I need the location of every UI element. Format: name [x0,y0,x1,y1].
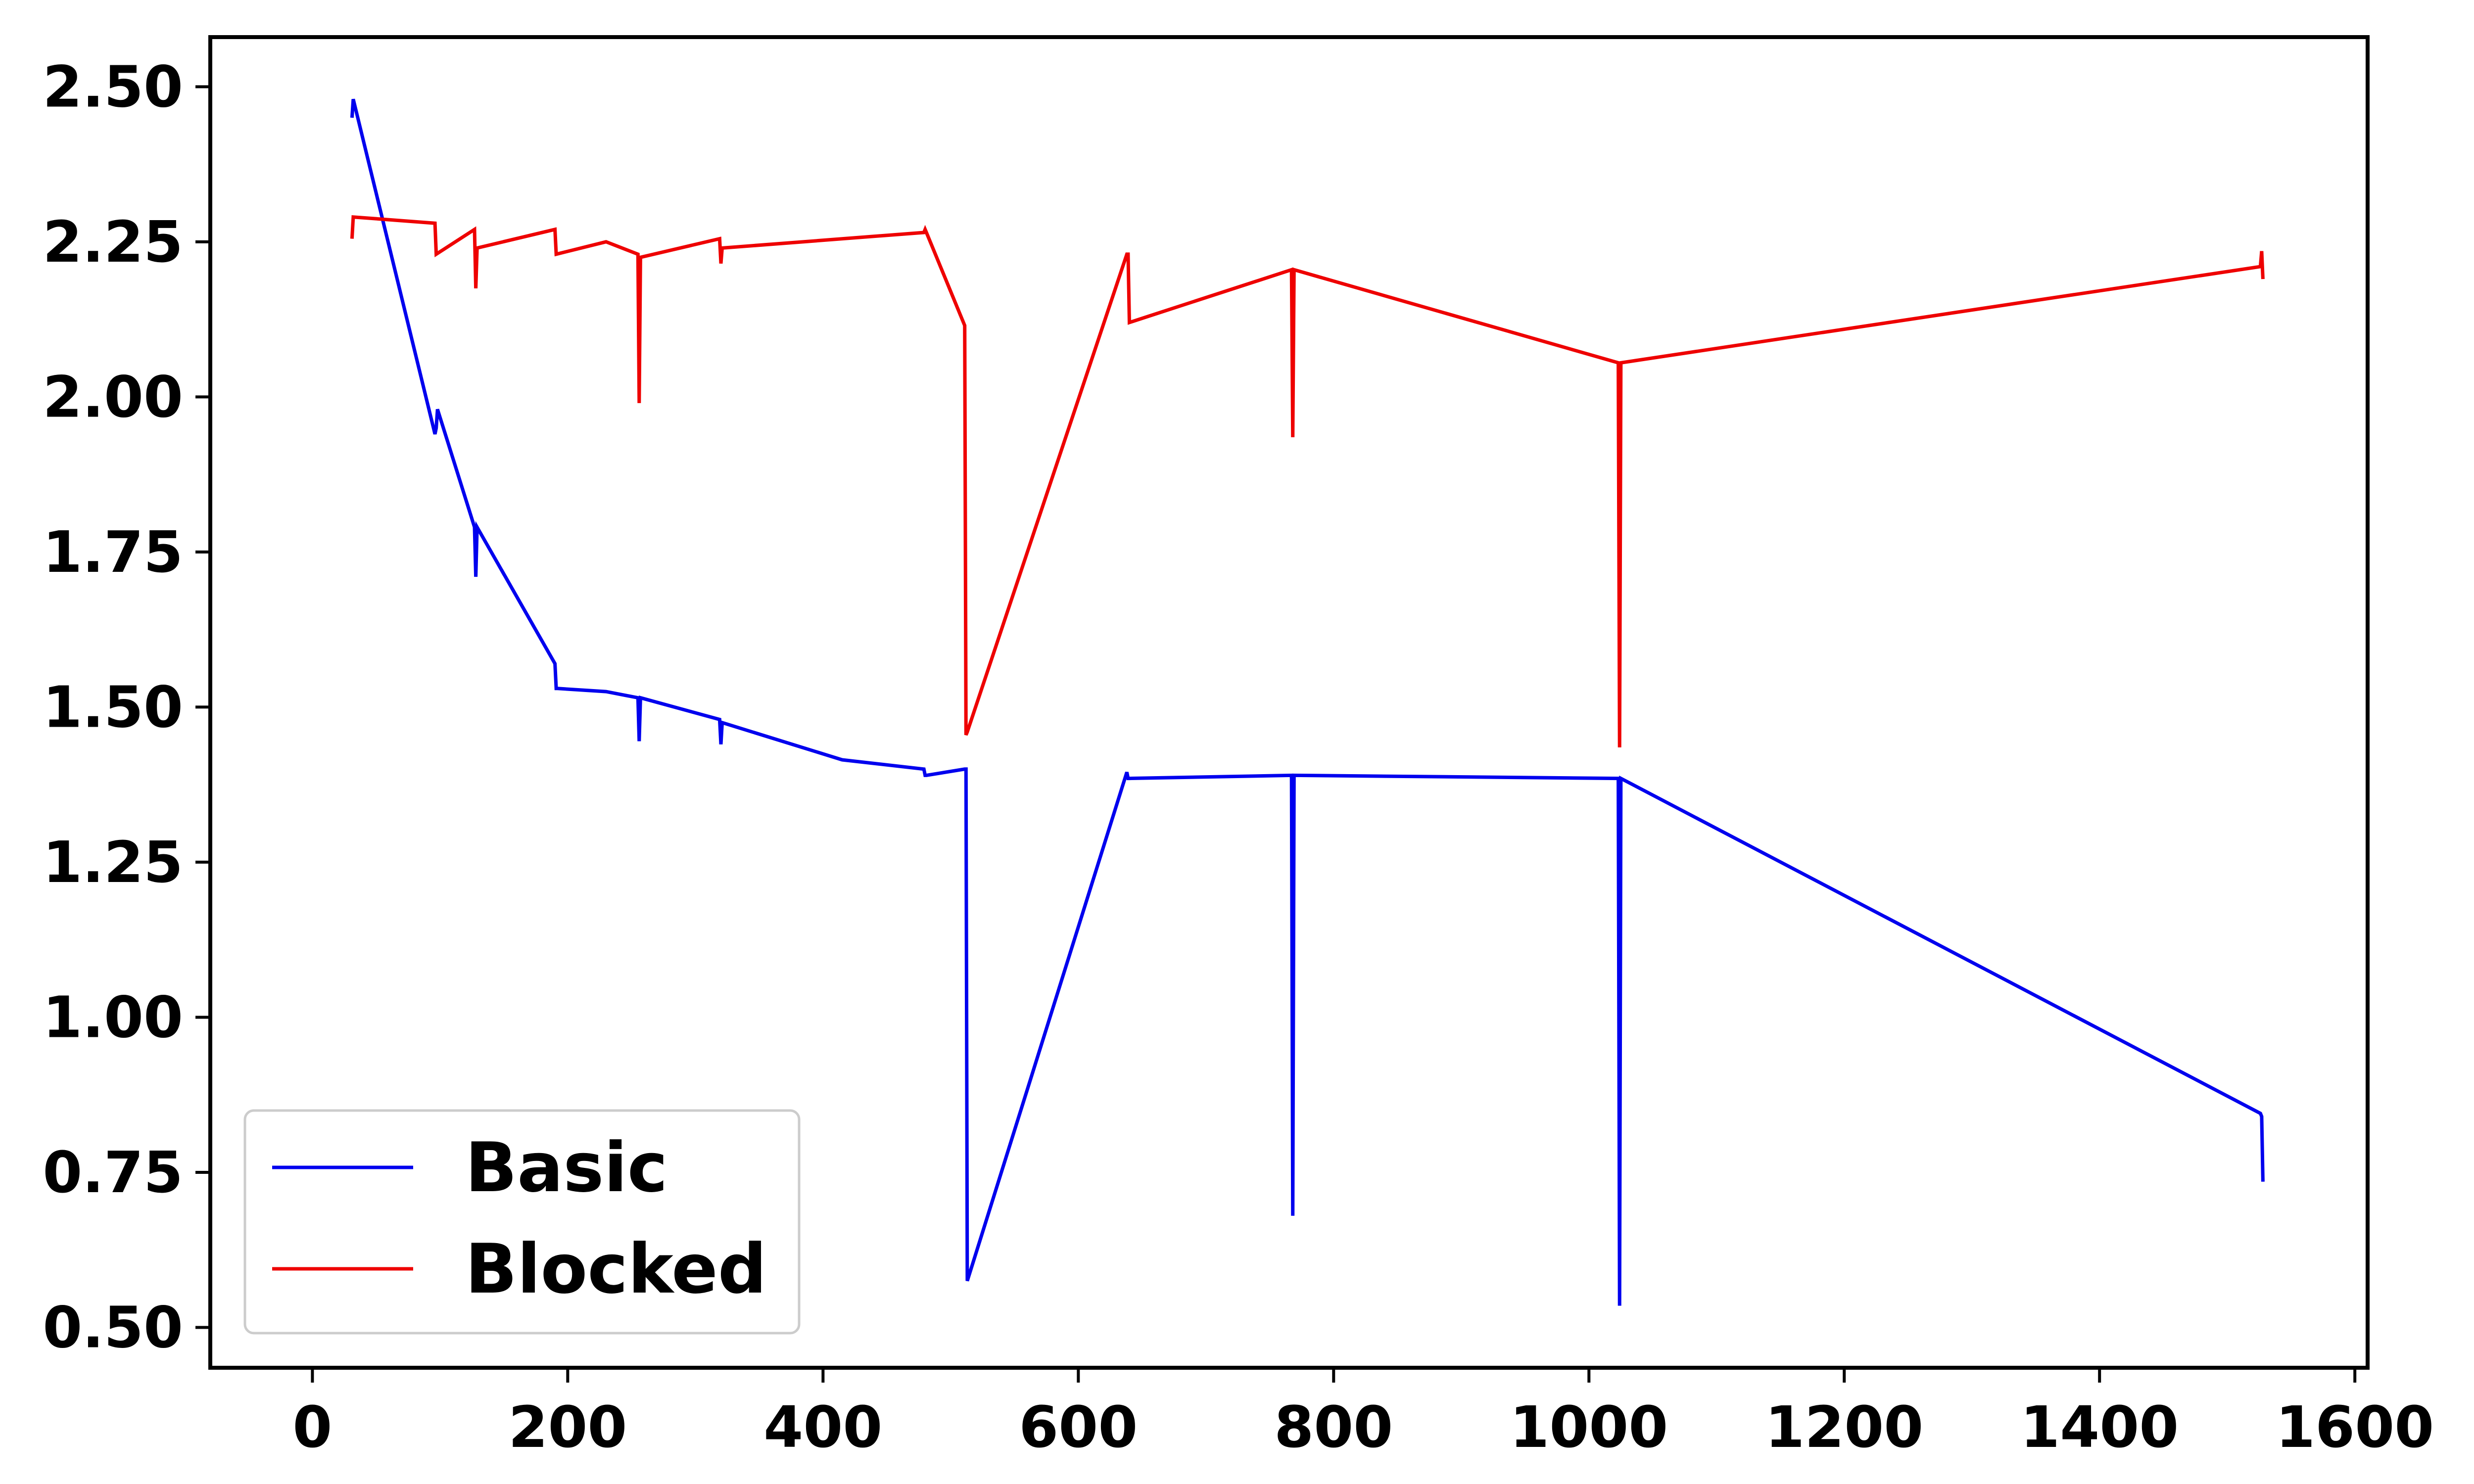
series-line-blocked [350,215,2265,747]
y-tick-label: 2.50 [43,54,183,120]
series-layer [350,98,2265,1306]
y-tick-label: 2.25 [43,209,183,276]
x-tick-label: 800 [1274,1394,1393,1461]
plot-area-frame [208,35,2370,1370]
y-tick-label: 1.25 [43,830,183,896]
y-tick-label: 1.00 [43,984,183,1051]
x-tick-label: 1600 [2276,1394,2434,1461]
y-tick-label: 1.50 [43,674,183,741]
x-tick-label: 1200 [1765,1394,1923,1461]
x-tick-label: 400 [763,1394,882,1461]
legend: Basic Blocked [243,1109,801,1335]
x-tick-label: 1000 [1510,1394,1668,1461]
series-line-basic [350,98,2265,1306]
y-tick-label: 1.75 [43,519,183,586]
x-tick-label: 600 [1019,1394,1138,1461]
legend-label-blocked: Blocked [465,1229,767,1309]
x-tick-label: 1400 [2020,1394,2179,1461]
x-tick-label: 200 [508,1394,627,1461]
y-tick-label: 0.75 [43,1140,183,1206]
legend-label-basic: Basic [465,1128,668,1207]
y-tick-label: 2.00 [43,364,183,430]
y-tick-label: 0.50 [43,1295,183,1361]
x-tick-label: 0 [292,1394,332,1461]
x-axis: 0 200 400 600 800 1000 1200 1400 1600 [292,1368,2434,1461]
y-axis: 0.50 0.75 1.00 1.25 1.50 1.75 2.00 2.25 2.50 [43,54,210,1361]
